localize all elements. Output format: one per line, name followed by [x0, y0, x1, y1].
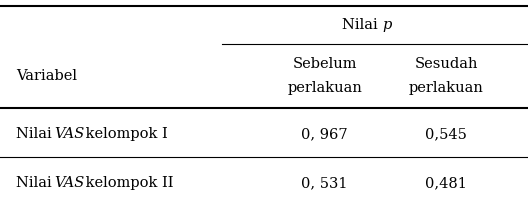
Text: VAS: VAS — [54, 127, 84, 141]
Text: 0,545: 0,545 — [425, 127, 467, 141]
Text: 0, 531: 0, 531 — [301, 176, 348, 190]
Text: Variabel: Variabel — [16, 69, 77, 83]
Text: perlakuan: perlakuan — [287, 81, 362, 95]
Text: Nilai: Nilai — [16, 127, 56, 141]
Text: kelompok I: kelompok I — [81, 127, 168, 141]
Text: 0,481: 0,481 — [425, 176, 467, 190]
Text: Nilai: Nilai — [16, 176, 56, 190]
Text: kelompok II: kelompok II — [81, 176, 174, 190]
Text: VAS: VAS — [54, 176, 84, 190]
Text: Nilai: Nilai — [343, 18, 383, 32]
Text: perlakuan: perlakuan — [409, 81, 484, 95]
Text: Sesudah: Sesudah — [414, 57, 478, 71]
Text: 0, 967: 0, 967 — [301, 127, 348, 141]
Text: p: p — [383, 18, 392, 32]
Text: Sebelum: Sebelum — [293, 57, 357, 71]
